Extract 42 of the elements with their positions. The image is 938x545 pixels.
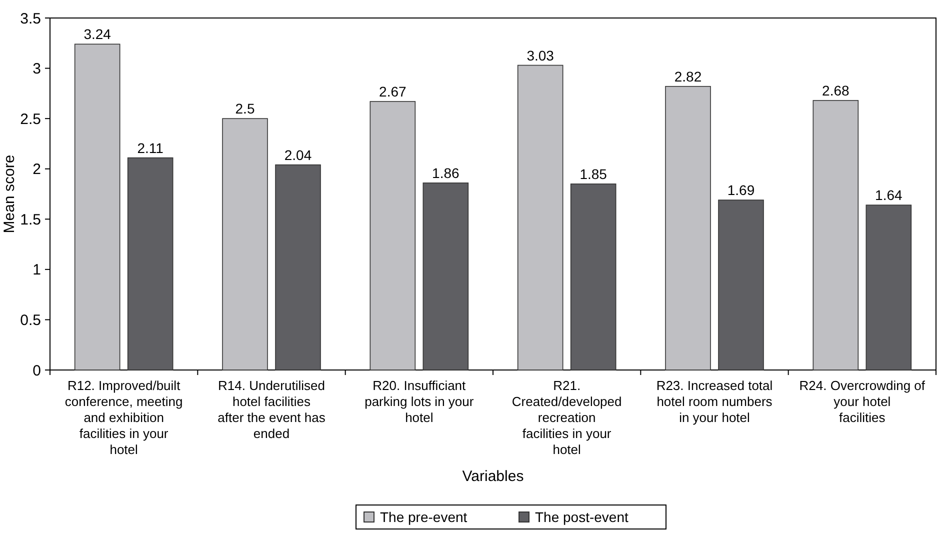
x-tick-label: R20. Insufficiant parking lots in your hotel [364,378,474,425]
x-tick-label: R14. Underutilised hotel facilities after the event has ended [218,378,326,441]
y-tick-label: 3 [32,60,41,78]
data-label: 2.11 [137,140,164,156]
data-label: 2.04 [284,146,312,163]
y-tick-label: 3.5 [20,10,41,28]
bar [866,204,912,370]
bar [222,118,268,370]
data-label: 1.69 [727,182,755,198]
y-tick-label: 2.5 [20,110,41,128]
data-label: 3.03 [526,47,554,64]
x-tick-label: R23. Increased total hotel room numbers in your hotel [656,378,773,425]
bar [517,64,564,370]
y-tick-label: 0 [32,362,41,380]
y-tick-label: 1.5 [20,211,41,228]
x-tick-label: R24. Overcrowding of your hotel facilities [799,378,926,425]
bar [74,44,120,370]
x-tick-label: R12. Improved/built conference, meeting and exhibition facilities in your hotel [64,378,183,457]
x-tick-label: R21. Created/developed recreation facilities in your hotel [512,378,622,457]
data-label: 2.68 [822,82,850,98]
bar [422,182,469,370]
data-label: 1.86 [432,164,460,181]
data-label: 1.85 [580,166,608,182]
data-label: 3.24 [84,26,112,42]
y-axis-title: Mean score [1,154,18,234]
data-label: 1.64 [875,187,903,204]
bar [665,86,711,370]
bar [812,100,859,370]
data-label: 2.67 [379,83,407,100]
x-axis-title: Variables [462,468,524,485]
bar [570,184,616,370]
legend-label: The pre-event [380,508,468,525]
bar [127,157,174,370]
bar [275,164,321,370]
data-label: 2.82 [674,68,702,84]
y-tick-label: 0.5 [20,312,41,329]
bar [370,101,416,370]
y-tick-label: 1 [32,262,41,279]
legend-label: The post-event [535,508,628,525]
bar [718,200,764,370]
y-tick-label: 2 [32,161,41,178]
data-label: 2.5 [235,100,255,117]
